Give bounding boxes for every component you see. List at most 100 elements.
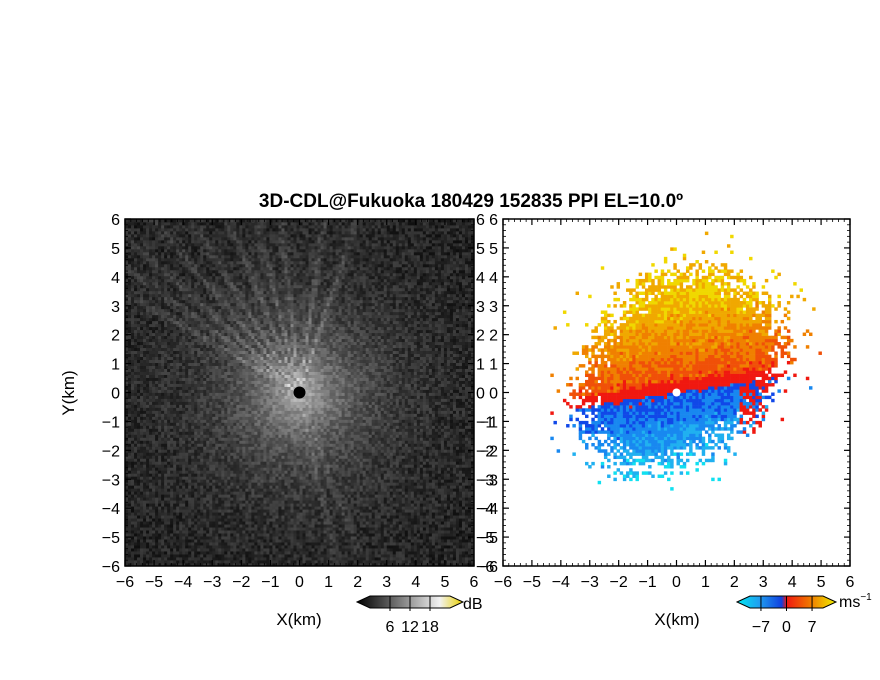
heatmap-cell (257, 533, 260, 536)
heatmap-cell (251, 500, 254, 503)
heatmap-cell (420, 551, 423, 554)
heatmap-cell (330, 506, 333, 509)
heatmap-cell (128, 542, 131, 545)
heatmap-cell (173, 443, 176, 446)
heatmap-cell (438, 554, 441, 557)
heatmap-cell (140, 536, 143, 539)
heatmap-cell (224, 485, 227, 488)
heatmap-cell (263, 446, 266, 449)
heatmap-cell (417, 440, 420, 443)
heatmap-cell (209, 470, 212, 473)
heatmap-cell (411, 527, 414, 530)
heatmap-cell (233, 482, 236, 485)
heatmap-cell (402, 470, 405, 473)
heatmap-cell (447, 512, 450, 515)
heatmap-cell (140, 494, 143, 497)
heatmap-cell (399, 449, 402, 452)
heatmap-cell (167, 554, 170, 557)
heatmap-cell (170, 437, 173, 440)
heatmap-cell (330, 455, 333, 458)
heatmap-cell (197, 437, 200, 440)
heatmap-cell (128, 485, 131, 488)
heatmap-cell (200, 506, 203, 509)
heatmap-cell (408, 530, 411, 533)
heatmap-cell (182, 539, 185, 542)
heatmap-cell (239, 515, 242, 518)
heatmap-cell (414, 503, 417, 506)
heatmap-cell (203, 476, 206, 479)
heatmap-cell (393, 509, 396, 512)
heatmap-cell (330, 482, 333, 485)
heatmap-cell (296, 446, 299, 449)
heatmap-cell (312, 518, 315, 521)
heatmap-cell (182, 521, 185, 524)
heatmap-cell (348, 446, 351, 449)
heatmap-cell (233, 518, 236, 521)
heatmap-cell (345, 464, 348, 467)
heatmap-cell (363, 509, 366, 512)
heatmap-cell (435, 470, 438, 473)
heatmap-cell (459, 548, 462, 551)
heatmap-cell (290, 521, 293, 524)
heatmap-cell (420, 458, 423, 461)
heatmap-cell (203, 461, 206, 464)
heatmap-cell (369, 440, 372, 443)
heatmap-cell (423, 530, 426, 533)
heatmap-cell (444, 500, 447, 503)
heatmap-cell (200, 551, 203, 554)
heatmap-cell (137, 518, 140, 521)
heatmap-cell (327, 554, 330, 557)
heatmap-cell (459, 476, 462, 479)
heatmap-cell (423, 470, 426, 473)
heatmap-cell (459, 521, 462, 524)
heatmap-cell (146, 500, 149, 503)
heatmap-cell (260, 461, 263, 464)
heatmap-cell (336, 515, 339, 518)
heatmap-cell (399, 560, 402, 563)
heatmap-cell (426, 524, 429, 527)
heatmap-cell (384, 545, 387, 548)
heatmap-cell (248, 491, 251, 494)
heatmap-cell (218, 470, 221, 473)
heatmap-cell (456, 464, 459, 467)
heatmap-cell (447, 440, 450, 443)
heatmap-cell (233, 458, 236, 461)
heatmap-cell (360, 440, 363, 443)
heatmap-cell (203, 509, 206, 512)
heatmap-cell (131, 497, 134, 500)
heatmap-cell (260, 515, 263, 518)
heatmap-cell (260, 545, 263, 548)
heatmap-cell (272, 473, 275, 476)
heatmap-cell (209, 458, 212, 461)
heatmap-cell (191, 530, 194, 533)
heatmap-cell (203, 503, 206, 506)
heatmap-cell (366, 542, 369, 545)
heatmap-cell (197, 470, 200, 473)
heatmap-cell (149, 533, 152, 536)
heatmap-cell (453, 452, 456, 455)
heatmap-cell (161, 452, 164, 455)
heatmap-cell (423, 503, 426, 506)
heatmap-cell (203, 545, 206, 548)
heatmap-cell (426, 521, 429, 524)
heatmap-cell (378, 530, 381, 533)
heatmap-cell (459, 485, 462, 488)
heatmap-cell (429, 533, 432, 536)
heatmap-cell (405, 506, 408, 509)
heatmap-cell (375, 455, 378, 458)
heatmap-cell (351, 545, 354, 548)
heatmap-cell (333, 554, 336, 557)
heatmap-cell (354, 440, 357, 443)
heatmap-cell (164, 527, 167, 530)
heatmap-cell (363, 437, 366, 440)
heatmap-cell (203, 473, 206, 476)
heatmap-cell (284, 560, 287, 563)
heatmap-cell (348, 515, 351, 518)
heatmap-cell (284, 470, 287, 473)
heatmap-cell (266, 446, 269, 449)
heatmap-cell (333, 503, 336, 506)
heatmap-cell (290, 512, 293, 515)
heatmap-cell (360, 494, 363, 497)
heatmap-cell (179, 533, 182, 536)
heatmap-cell (381, 506, 384, 509)
